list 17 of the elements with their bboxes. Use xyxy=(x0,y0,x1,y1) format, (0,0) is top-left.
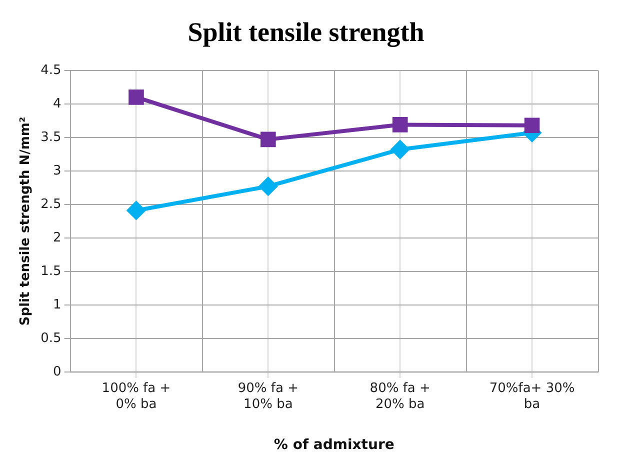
y-tick-label: 4.5 xyxy=(40,62,62,78)
x-tick-label: 100% fa + 0% ba xyxy=(102,381,171,412)
y-tick-label: 3 xyxy=(52,163,62,178)
chart-title: Split tensile strength xyxy=(188,17,424,48)
y-tick-label: 4 xyxy=(52,96,62,112)
y-tick-label: 0 xyxy=(52,364,62,380)
x-tick-label: 80% fa + 20% ba xyxy=(370,381,430,412)
y-tick-label: 2 xyxy=(52,230,62,246)
x-tick-label: 90% fa + 10% ba xyxy=(238,381,298,412)
y-tick-label: 2.5 xyxy=(40,196,62,212)
y-tick-label: 0.5 xyxy=(40,330,62,346)
y-axis-title: Split tensile strength N/mm² xyxy=(18,116,34,326)
y-tick-label: 3.5 xyxy=(40,130,62,145)
x-axis-title: % of admixture xyxy=(274,437,394,454)
y-tick-label: 1.5 xyxy=(40,264,62,279)
x-tick-label: 70%fa+ 30% ba xyxy=(489,381,575,412)
y-tick-label: 1 xyxy=(52,297,62,312)
